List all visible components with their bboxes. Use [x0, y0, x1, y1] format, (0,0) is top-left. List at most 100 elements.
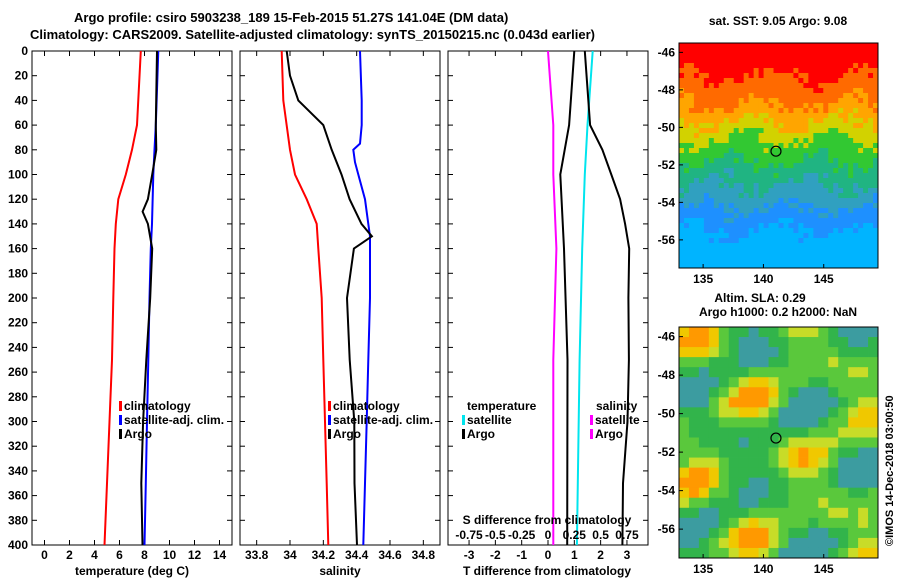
map-cell: [703, 228, 710, 234]
map-cell: [788, 118, 794, 124]
map-cell: [703, 188, 710, 194]
x-tick-label: 2: [597, 548, 604, 562]
map-cell: [688, 128, 695, 134]
map-cell: [683, 158, 690, 164]
map-cell: [848, 83, 854, 89]
map-cell: [818, 163, 824, 169]
map-cell: [703, 118, 710, 124]
map-cell: [683, 128, 690, 134]
map-cell: [733, 53, 740, 59]
map-cell: [708, 153, 715, 159]
map-cell: [778, 153, 784, 159]
map-cell: [758, 133, 764, 139]
map-cell: [853, 118, 859, 124]
legend-swatch-satellite: [328, 415, 331, 425]
map-cell: [783, 73, 789, 79]
map-cell: [788, 178, 794, 184]
map-cell: [808, 68, 814, 74]
map-cell: [788, 417, 799, 428]
map-cell: [748, 48, 755, 54]
map-cell: [763, 233, 769, 239]
map-cell: [693, 178, 700, 184]
map-cell: [848, 258, 854, 264]
map-cell: [723, 158, 730, 164]
map-cell: [848, 477, 859, 489]
map-cell: [793, 73, 799, 79]
map-cell: [783, 93, 789, 99]
map-cell: [679, 88, 685, 94]
map-cell: [823, 163, 829, 169]
map-cell: [688, 193, 695, 199]
map-cell: [793, 253, 799, 259]
map-cell: [703, 148, 710, 154]
map-cell: [753, 123, 760, 129]
map-cell: [743, 88, 750, 94]
map-x-tick-label: 145: [814, 272, 834, 286]
map-cell: [763, 88, 769, 94]
map-cell: [763, 223, 769, 229]
map-cell: [838, 223, 844, 229]
map-cell: [783, 83, 789, 89]
map-cell: [753, 233, 760, 239]
map-cell: [748, 158, 755, 164]
map-cell: [808, 48, 814, 54]
map-cell: [703, 223, 710, 229]
map-cell: [718, 327, 730, 338]
map-cell: [808, 238, 814, 244]
map-cell: [828, 397, 839, 408]
y-tick-label: 360: [8, 489, 28, 503]
map-cell: [838, 427, 849, 438]
map-cell: [783, 193, 789, 199]
temperature-panel: 0204060801001201401601802002202402602803…: [8, 44, 233, 578]
map-cell: [698, 68, 705, 74]
map-cell: [718, 43, 725, 49]
map-cell: [838, 243, 844, 249]
map-cell: [783, 108, 789, 114]
map-cell: [818, 208, 824, 214]
map-cell: [858, 467, 869, 479]
map-cell: [688, 63, 695, 69]
map-cell: [778, 178, 784, 184]
map-cell: [848, 158, 854, 164]
map-cell: [788, 477, 799, 489]
map-cell: [803, 53, 809, 59]
map-cell: [868, 83, 874, 89]
map-cell: [748, 143, 755, 149]
map-cell: [778, 447, 789, 458]
map-cell: [833, 98, 839, 104]
map-cell: [713, 58, 720, 64]
map-cell: [679, 108, 685, 114]
map-cell: [718, 178, 725, 184]
map-cell: [828, 243, 834, 249]
map-cell: [818, 58, 824, 64]
map-cell: [818, 118, 824, 124]
map-cell: [718, 128, 725, 134]
map-cell: [858, 437, 869, 448]
map-cell: [853, 108, 859, 114]
map-cell: [728, 527, 740, 539]
map-cell: [823, 173, 829, 179]
map-cell: [858, 153, 864, 159]
sst-map: sat. SST: 9.05 Argo: 9.08 -46-48-50-52-5…: [658, 14, 879, 286]
map-cell: [798, 477, 809, 489]
map-cell: [708, 128, 715, 134]
map-cell: [818, 108, 824, 114]
map-x-tick-label: 145: [814, 562, 834, 576]
map-cell: [753, 218, 760, 224]
map-cell: [873, 168, 879, 174]
map-cell: [773, 213, 779, 219]
map-cell: [753, 53, 760, 59]
map-cell: [768, 377, 779, 388]
map-cell: [728, 497, 740, 509]
map-cell: [803, 228, 809, 234]
map-cell: [708, 507, 720, 519]
map-cell: [758, 58, 764, 64]
map-cell: [718, 48, 725, 54]
map-cell: [848, 178, 854, 184]
map-cell: [783, 113, 789, 119]
map-cell: [853, 143, 859, 149]
map-cell: [798, 367, 809, 378]
map-cell: [753, 163, 760, 169]
map-cell: [698, 93, 705, 99]
map-cell: [853, 48, 859, 54]
